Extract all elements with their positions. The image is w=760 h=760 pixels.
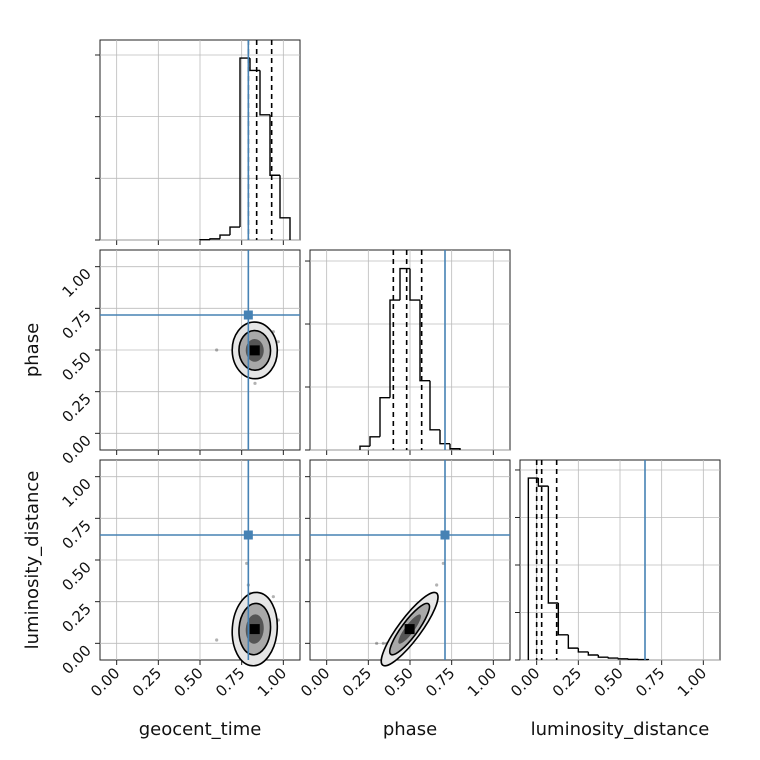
hist-step — [269, 114, 280, 176]
hist-step — [527, 477, 539, 660]
hist-step — [577, 648, 589, 653]
hist-step — [249, 58, 260, 72]
sample-point — [381, 641, 385, 645]
y-tick-label: 0.25 — [58, 600, 94, 636]
hist-step — [429, 380, 440, 431]
hist-step — [239, 57, 250, 228]
hist-step — [409, 268, 420, 301]
x-tick-label: 0.50 — [590, 664, 626, 700]
x-tick-label: 0.75 — [632, 664, 668, 700]
y-tick-label: 1.00 — [58, 475, 94, 511]
x-tick-label: 1.00 — [464, 664, 500, 700]
hist-step — [369, 436, 380, 447]
x-tick-label: 0.50 — [380, 664, 416, 700]
x-tick-label: 0.50 — [170, 664, 206, 700]
x-tick-label: 1.00 — [674, 664, 710, 700]
truth-marker — [243, 310, 253, 320]
hist-step — [279, 175, 291, 240]
truth-marker — [440, 530, 450, 540]
hist-step — [617, 658, 629, 660]
hist-step — [359, 445, 370, 450]
y-tick-label: 1.00 — [58, 265, 94, 301]
y-tick-label: 0.00 — [58, 641, 94, 677]
y-tick-label: 0.50 — [58, 348, 94, 384]
sample-point — [441, 561, 445, 565]
y-axis-label: phase — [22, 323, 43, 377]
hist-step — [637, 658, 650, 661]
y-axis-label: luminosity_distance — [22, 471, 43, 650]
hist-step — [449, 443, 461, 450]
sample-point — [215, 638, 219, 642]
sample-point — [245, 561, 249, 565]
truth-marker — [243, 530, 253, 540]
y-tick-label: 0.00 — [58, 431, 94, 467]
y-tick-label: 0.75 — [58, 516, 94, 552]
y-tick-label: 0.75 — [58, 306, 94, 342]
x-tick-label: 0.25 — [129, 664, 165, 700]
hist-step — [219, 234, 230, 239]
hist-step — [419, 300, 430, 382]
hist-step — [399, 267, 410, 301]
x-tick-label: 0.00 — [507, 664, 543, 700]
hist-step — [607, 657, 619, 659]
x-axis-label: phase — [383, 719, 437, 740]
x-tick-label: 0.00 — [297, 664, 333, 700]
density-peak — [249, 345, 260, 356]
y-tick-label: 0.50 — [58, 558, 94, 594]
hist-step — [567, 634, 579, 649]
x-tick-label: 0.25 — [549, 664, 585, 700]
x-axis-label: geocent_time — [139, 719, 262, 740]
y-tick-label: 0.25 — [58, 390, 94, 426]
sample-point — [253, 381, 257, 385]
x-tick-label: 0.75 — [212, 664, 248, 700]
sample-point — [276, 340, 280, 344]
hist-step — [547, 486, 559, 604]
hist-step — [557, 602, 569, 636]
sample-point — [435, 583, 439, 587]
hist-step — [389, 299, 400, 398]
density-peak — [249, 624, 260, 635]
hist-step — [379, 397, 390, 437]
x-tick-label: 1.00 — [254, 664, 290, 700]
x-tick-label: 0.75 — [422, 664, 458, 700]
hist-step — [439, 429, 450, 445]
x-tick-label: 0.25 — [339, 664, 375, 700]
hist-step — [229, 226, 240, 236]
sample-point — [375, 641, 379, 645]
hist-step — [587, 651, 599, 656]
x-axis-label: luminosity_distance — [531, 719, 710, 740]
x-tick-label: 0.00 — [87, 664, 123, 700]
hist-step — [537, 478, 549, 487]
density-peak — [404, 624, 415, 635]
hist-step — [209, 238, 220, 240]
hist-step — [597, 655, 609, 658]
sample-point — [215, 348, 219, 352]
hist-step — [259, 70, 270, 116]
sample-point — [271, 595, 275, 599]
